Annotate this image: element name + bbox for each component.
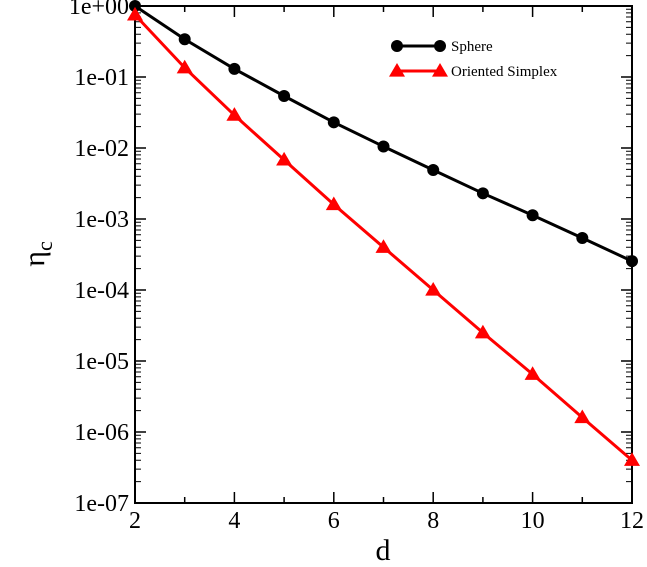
legend-label: Oriented Simplex	[451, 64, 558, 80]
x-axis-label: d	[376, 534, 391, 567]
data-point	[226, 107, 243, 121]
data-point	[624, 452, 640, 466]
x-tick-label: 6	[328, 508, 340, 534]
axis-ticks	[134, 5, 633, 504]
legend-label: Sphere	[451, 39, 493, 55]
data-point	[574, 409, 591, 424]
legend-marker	[391, 40, 403, 52]
legend-marker	[434, 40, 446, 52]
data-point	[375, 239, 392, 253]
data-point	[228, 62, 241, 75]
x-tick-label: 12	[620, 508, 644, 534]
data-point	[327, 116, 340, 129]
legend: Sphere Oriented Simplex	[389, 39, 558, 80]
legend-item: Oriented Simplex	[389, 63, 558, 80]
x-tick-label: 10	[521, 508, 545, 534]
data-point	[576, 232, 589, 245]
data-point	[276, 151, 293, 166]
y-tick-label: 1e-02	[74, 136, 129, 162]
axis-tick-labels: 2 4 6 8 10 12 1e+00 1e-01 1e-02 1e-03 1e-04 1e-05 1e…	[69, 0, 644, 534]
x-tick-label: 4	[228, 508, 240, 534]
data-point	[129, 0, 141, 12]
data-point	[476, 187, 489, 200]
data-point	[526, 209, 539, 222]
data-point	[377, 140, 390, 153]
y-tick-label: 1e+00	[69, 0, 129, 20]
y-tick-label: 1e-07	[74, 491, 129, 517]
y-tick-label: 1e-06	[74, 420, 129, 446]
legend-item: Sphere	[391, 39, 493, 55]
data-point	[626, 255, 638, 268]
data-point	[427, 163, 440, 176]
data-point	[474, 324, 491, 339]
series-0	[129, 0, 638, 268]
y-tick-label: 1e-05	[74, 349, 129, 375]
data-point	[278, 90, 291, 103]
series-1	[127, 6, 640, 466]
data-point	[176, 59, 193, 74]
x-tick-label: 2	[129, 508, 141, 534]
data-point	[127, 6, 143, 21]
y-axis-label: ηc	[18, 241, 57, 267]
y-tick-label: 1e-03	[74, 207, 129, 233]
y-axis-label-main: η	[18, 251, 51, 267]
x-tick-label: 8	[427, 508, 439, 534]
legend-marker	[389, 63, 405, 77]
y-tick-label: 1e-04	[74, 278, 129, 304]
plot-frame	[134, 5, 633, 504]
data-point	[178, 33, 191, 46]
series-layer	[127, 0, 640, 466]
data-point	[325, 196, 342, 211]
series-line	[133, 13, 633, 462]
data-point	[524, 366, 541, 380]
legend-marker	[432, 63, 448, 77]
svg-text:ηc: ηc	[18, 241, 57, 267]
y-tick-label: 1e-01	[74, 65, 129, 91]
series-line	[134, 4, 633, 263]
data-point	[425, 282, 442, 296]
y-axis-label-subscript: c	[32, 241, 57, 251]
